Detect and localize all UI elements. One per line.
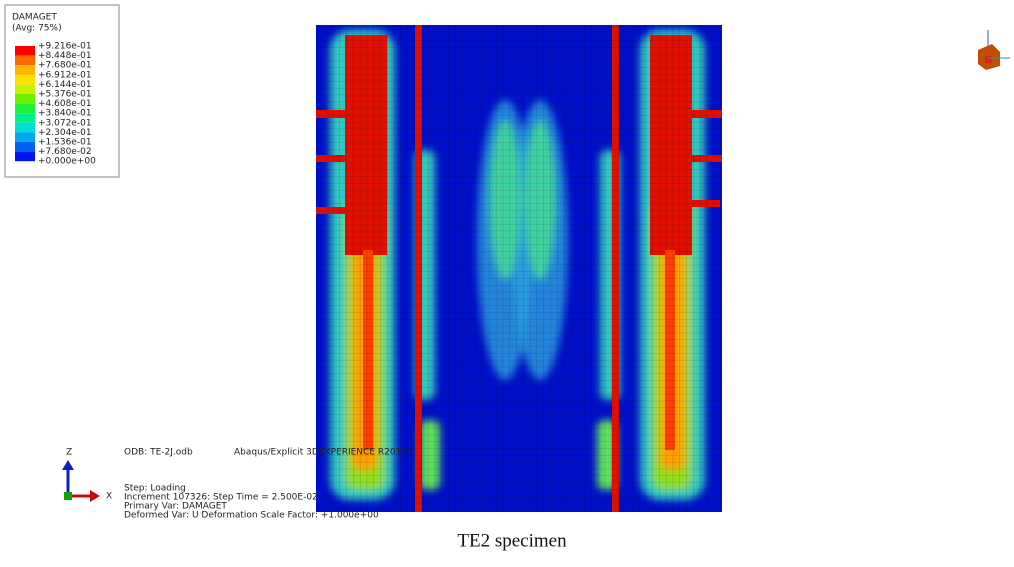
legend-swatch — [15, 113, 35, 123]
legend-swatch — [15, 55, 35, 66]
legend-label: +0.000e+00 — [38, 157, 96, 167]
legend-swatch — [15, 142, 35, 152]
legend-subtitle: (Avg: 75%) — [12, 24, 62, 34]
triad-x: X — [106, 492, 112, 502]
legend-swatch — [15, 65, 35, 75]
legend-label: +5.376e-01 — [38, 90, 92, 100]
info-step: Step: Loading — [124, 484, 186, 494]
legend-label: +6.144e-01 — [38, 80, 92, 90]
legend-swatch — [15, 122, 35, 133]
info-odb: ODB: TE-2J.odb — [124, 448, 193, 458]
legend-label: +6.912e-01 — [38, 70, 92, 80]
view-icon — [978, 30, 1010, 70]
info-solver: Abaqus/Explicit 3DEXPERIENCE R2019x — [234, 448, 413, 458]
legend: +9.216e-01+8.448e-01+7.680e-01+6.912e-01… — [15, 42, 96, 167]
legend-label: +1.536e-01 — [38, 138, 92, 148]
legend-label: +7.680e-02 — [38, 147, 92, 157]
legend-label: +3.072e-01 — [38, 118, 92, 128]
legend-swatch — [15, 151, 35, 162]
legend-swatch — [15, 132, 35, 142]
legend-label: +3.840e-01 — [38, 109, 92, 119]
legend-swatch — [15, 103, 35, 114]
info-deformed: Deformed Var: U Deformation Scale Factor… — [124, 511, 379, 521]
info-increment: Increment 107326: Step Time = 2.500E-02 — [124, 493, 318, 503]
legend-title: DAMAGET — [12, 13, 57, 23]
legend-label: +7.680e-01 — [38, 61, 92, 71]
contour-plot — [316, 25, 722, 512]
legend-label: +4.608e-01 — [38, 99, 92, 109]
legend-swatch — [15, 74, 35, 85]
info-primary: Primary Var: DAMAGET — [124, 502, 227, 512]
triad-z: Z — [66, 448, 72, 458]
legend-label: +9.216e-01 — [38, 42, 92, 52]
triad — [62, 460, 100, 502]
legend-swatch — [15, 46, 35, 56]
legend-label: +2.304e-01 — [38, 128, 92, 138]
legend-swatch — [15, 84, 35, 94]
legend-label: +8.448e-01 — [38, 51, 92, 61]
caption: TE2 specimen — [457, 530, 567, 551]
legend-swatch — [15, 94, 35, 104]
